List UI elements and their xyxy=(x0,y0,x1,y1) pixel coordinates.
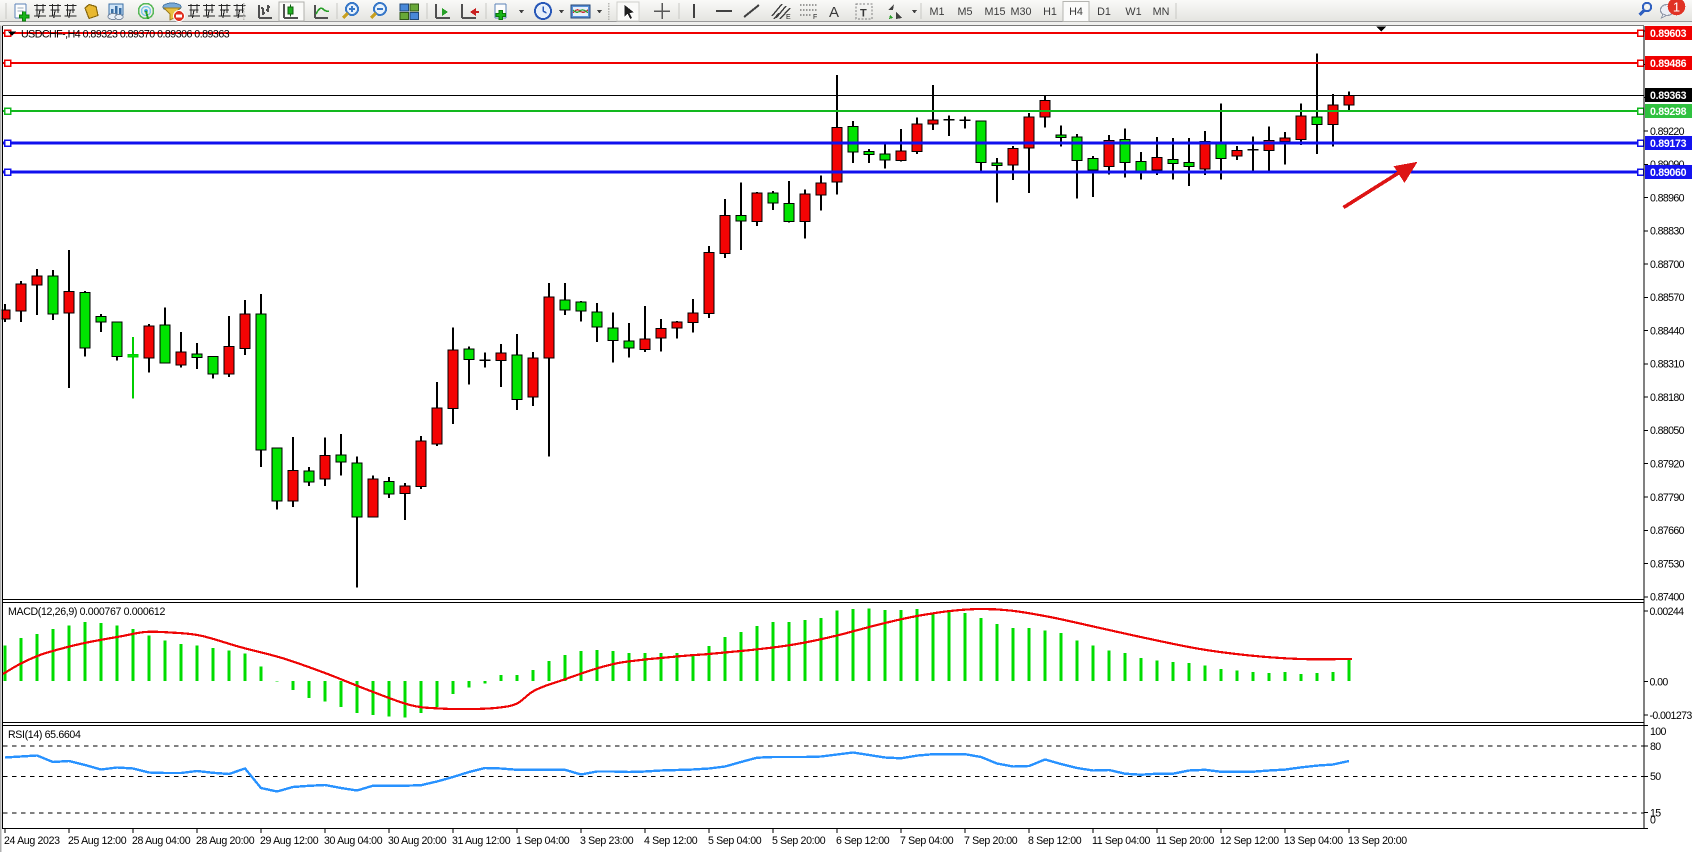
svg-text:0.87400: 0.87400 xyxy=(1650,592,1685,604)
svg-text:5 Sep 20:00: 5 Sep 20:00 xyxy=(772,835,826,847)
svg-text:0.88960: 0.88960 xyxy=(1650,192,1685,204)
svg-text:1 Sep 04:00: 1 Sep 04:00 xyxy=(516,835,570,847)
svg-text:5 Sep 04:00: 5 Sep 04:00 xyxy=(708,835,762,847)
svg-text:A: A xyxy=(829,4,839,21)
svg-text:4 Sep 12:00: 4 Sep 12:00 xyxy=(644,835,698,847)
svg-text:0.89486: 0.89486 xyxy=(1650,58,1687,70)
svg-text:0.89603: 0.89603 xyxy=(1650,28,1687,40)
svg-text:7 Sep 04:00: 7 Sep 04:00 xyxy=(900,835,954,847)
svg-text:13 Sep 20:00: 13 Sep 20:00 xyxy=(1348,835,1407,847)
svg-text:0.88180: 0.88180 xyxy=(1650,392,1685,404)
svg-text:D1: D1 xyxy=(1097,6,1111,18)
svg-text:0.89173: 0.89173 xyxy=(1650,138,1687,150)
svg-text:0.87790: 0.87790 xyxy=(1650,492,1685,504)
svg-text:28 Aug 04:00: 28 Aug 04:00 xyxy=(132,835,191,847)
svg-text:0.88700: 0.88700 xyxy=(1650,259,1685,271)
svg-text:0.89298: 0.89298 xyxy=(1650,106,1687,118)
svg-text:8 Sep 12:00: 8 Sep 12:00 xyxy=(1028,835,1082,847)
svg-text:0.00: 0.00 xyxy=(1650,676,1669,688)
svg-text:80: 80 xyxy=(1650,741,1661,753)
svg-text:MACD(12,26,9) 0.000767 0.00061: MACD(12,26,9) 0.000767 0.000612 xyxy=(8,606,165,618)
svg-text:E: E xyxy=(786,14,791,21)
svg-text:0.88570: 0.88570 xyxy=(1650,292,1685,304)
svg-text:-0.001273: -0.001273 xyxy=(1650,710,1692,722)
svg-text:11 Sep 04:00: 11 Sep 04:00 xyxy=(1092,835,1151,847)
svg-text:30 Aug 20:00: 30 Aug 20:00 xyxy=(388,835,447,847)
svg-text:0.89363: 0.89363 xyxy=(1650,90,1687,102)
svg-text:6 Sep 12:00: 6 Sep 12:00 xyxy=(836,835,890,847)
svg-text:H1: H1 xyxy=(1043,6,1057,18)
svg-text:0.88050: 0.88050 xyxy=(1650,425,1685,437)
svg-text:M5: M5 xyxy=(958,6,973,18)
svg-text:31 Aug 12:00: 31 Aug 12:00 xyxy=(452,835,511,847)
svg-text:0.87660: 0.87660 xyxy=(1650,525,1685,537)
svg-text:11 Sep 20:00: 11 Sep 20:00 xyxy=(1156,835,1215,847)
svg-text:100: 100 xyxy=(1650,726,1667,738)
svg-text:24 Aug 2023: 24 Aug 2023 xyxy=(4,835,60,847)
svg-text:M30: M30 xyxy=(1010,6,1031,18)
svg-text:MN: MN xyxy=(1153,6,1170,18)
svg-text:T: T xyxy=(860,8,867,20)
svg-text:H4: H4 xyxy=(1069,6,1083,18)
svg-text:W1: W1 xyxy=(1125,6,1141,18)
svg-text:3 Sep 23:00: 3 Sep 23:00 xyxy=(580,835,634,847)
svg-text:30 Aug 04:00: 30 Aug 04:00 xyxy=(324,835,383,847)
svg-text:0.88830: 0.88830 xyxy=(1650,226,1685,238)
svg-text:0.87920: 0.87920 xyxy=(1650,459,1685,471)
svg-text:29 Aug 12:00: 29 Aug 12:00 xyxy=(260,835,319,847)
svg-text:0.89060: 0.89060 xyxy=(1650,167,1687,179)
svg-text:0.87530: 0.87530 xyxy=(1650,558,1685,570)
svg-text:F: F xyxy=(813,14,817,21)
svg-text:28 Aug 20:00: 28 Aug 20:00 xyxy=(196,835,255,847)
svg-text:7 Sep 20:00: 7 Sep 20:00 xyxy=(964,835,1018,847)
svg-text:RSI(14) 65.6604: RSI(14) 65.6604 xyxy=(8,729,81,741)
svg-text:12 Sep 12:00: 12 Sep 12:00 xyxy=(1220,835,1279,847)
svg-text:0.00244: 0.00244 xyxy=(1650,606,1685,618)
svg-text:13 Sep 04:00: 13 Sep 04:00 xyxy=(1284,835,1343,847)
svg-text:50: 50 xyxy=(1650,771,1661,783)
svg-text:USDCHF-,H4 0.89323 0.89370 0.: USDCHF-,H4 0.89323 0.89370 0.89306 0.893… xyxy=(21,29,230,41)
svg-text:0.88310: 0.88310 xyxy=(1650,359,1685,371)
svg-text:25 Aug 12:00: 25 Aug 12:00 xyxy=(68,835,127,847)
svg-text:M15: M15 xyxy=(984,6,1005,18)
svg-text:0.88440: 0.88440 xyxy=(1650,325,1685,337)
svg-text:M1: M1 xyxy=(930,6,945,18)
svg-text:0: 0 xyxy=(1650,814,1656,826)
svg-text:1: 1 xyxy=(1673,0,1680,15)
